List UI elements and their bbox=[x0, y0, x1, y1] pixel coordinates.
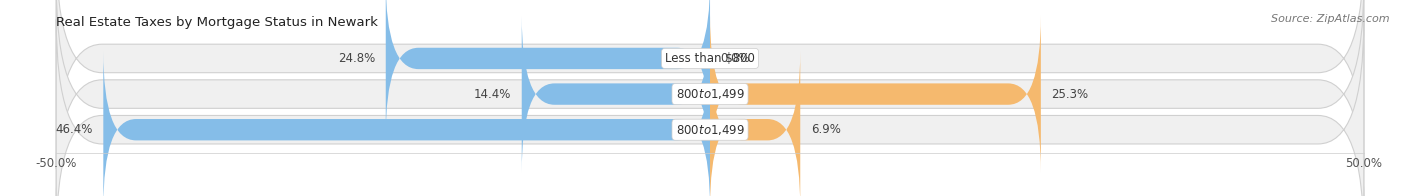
Text: 46.4%: 46.4% bbox=[55, 123, 93, 136]
FancyBboxPatch shape bbox=[710, 16, 1040, 172]
FancyBboxPatch shape bbox=[103, 51, 710, 196]
FancyBboxPatch shape bbox=[56, 0, 1364, 196]
Text: 24.8%: 24.8% bbox=[337, 52, 375, 65]
Text: 0.0%: 0.0% bbox=[720, 52, 751, 65]
Text: $800 to $1,499: $800 to $1,499 bbox=[675, 123, 745, 137]
FancyBboxPatch shape bbox=[56, 19, 1364, 196]
FancyBboxPatch shape bbox=[56, 0, 1364, 169]
Text: $800 to $1,499: $800 to $1,499 bbox=[675, 87, 745, 101]
FancyBboxPatch shape bbox=[710, 51, 800, 196]
Text: 14.4%: 14.4% bbox=[474, 88, 512, 101]
Text: Real Estate Taxes by Mortgage Status in Newark: Real Estate Taxes by Mortgage Status in … bbox=[56, 15, 378, 29]
Text: Source: ZipAtlas.com: Source: ZipAtlas.com bbox=[1271, 14, 1389, 24]
FancyBboxPatch shape bbox=[385, 0, 710, 137]
Text: 6.9%: 6.9% bbox=[811, 123, 841, 136]
FancyBboxPatch shape bbox=[522, 16, 710, 172]
Text: Less than $800: Less than $800 bbox=[665, 52, 755, 65]
Text: 25.3%: 25.3% bbox=[1052, 88, 1088, 101]
